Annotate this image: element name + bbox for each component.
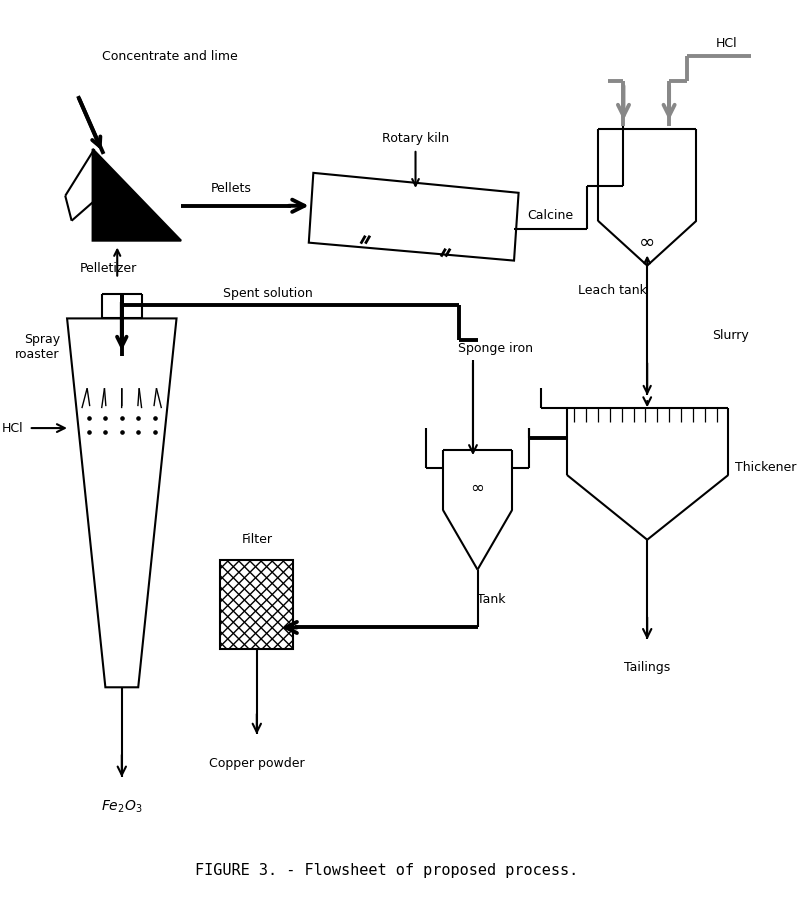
Text: Calcine: Calcine: [527, 209, 574, 222]
Text: Slurry: Slurry: [712, 329, 749, 342]
Text: FIGURE 3. - Flowsheet of proposed process.: FIGURE 3. - Flowsheet of proposed proces…: [194, 864, 578, 878]
Text: Leach tank: Leach tank: [578, 284, 647, 297]
Bar: [220, 560, 294, 649]
Text: Copper powder: Copper powder: [209, 757, 305, 770]
Text: Spray
roaster: Spray roaster: [15, 334, 60, 362]
Text: Pellets: Pellets: [211, 183, 252, 195]
Text: Pelletizer: Pelletizer: [79, 262, 137, 275]
Text: ∞: ∞: [639, 233, 655, 252]
Polygon shape: [309, 173, 518, 261]
Text: Tailings: Tailings: [624, 662, 670, 674]
Text: Spent solution: Spent solution: [223, 287, 313, 300]
Bar: [220, 560, 294, 649]
Text: $Fe_2O_3$: $Fe_2O_3$: [101, 799, 142, 815]
Polygon shape: [67, 318, 177, 687]
Text: Sponge iron: Sponge iron: [458, 342, 534, 355]
Text: Concentrate and lime: Concentrate and lime: [102, 50, 238, 63]
Text: Filter: Filter: [242, 534, 272, 546]
Text: ∞: ∞: [470, 479, 485, 497]
Text: Rotary kiln: Rotary kiln: [382, 133, 449, 145]
Text: HCl: HCl: [716, 36, 738, 50]
Polygon shape: [93, 149, 181, 241]
Text: HCl: HCl: [2, 422, 23, 435]
Text: Thickener: Thickener: [734, 462, 796, 474]
Text: Tank: Tank: [477, 593, 506, 606]
